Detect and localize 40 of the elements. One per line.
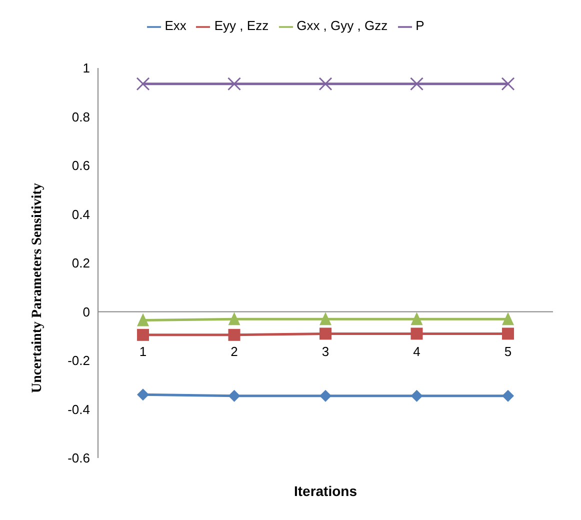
point [228, 77, 241, 91]
x-tick-label: 2 [230, 344, 238, 359]
y-tick-label: -0.2 [68, 353, 90, 368]
point [501, 77, 515, 91]
point [228, 390, 240, 402]
y-tick-label: -0.4 [68, 402, 90, 417]
point [228, 312, 240, 326]
point [410, 77, 424, 91]
point [410, 390, 423, 402]
point [410, 328, 423, 340]
point [320, 390, 332, 402]
y-tick-label: 0 [82, 304, 90, 320]
point [502, 328, 514, 340]
point [137, 388, 149, 401]
legend-label: P [416, 18, 424, 33]
y-tick-label: 0.6 [72, 158, 90, 174]
legend-label: Exx [164, 18, 186, 33]
point [320, 312, 332, 326]
y-tick-label: -0.6 [68, 450, 90, 466]
point [320, 328, 332, 340]
point [136, 77, 150, 91]
point [137, 328, 149, 341]
point [318, 77, 332, 91]
y-tick-label: 0.2 [72, 256, 90, 271]
x-axis-title: Iterations [294, 483, 358, 499]
y-tick-label: 0.4 [72, 206, 90, 222]
x-tick-label: 5 [504, 344, 512, 359]
y-tick-label: 1 [82, 60, 90, 76]
point [502, 390, 514, 402]
x-tick-label: 3 [322, 344, 330, 359]
x-tick-label: 4 [413, 344, 420, 359]
y-tick-label: 0.8 [72, 109, 90, 124]
legend-label: Eyy , Ezz [214, 18, 269, 33]
legend-label: Gxx , Gyy , Gzz [296, 18, 388, 33]
point [137, 313, 149, 326]
point [410, 312, 423, 326]
point [228, 328, 240, 341]
x-tick-label: 1 [139, 344, 147, 359]
y-axis-title: Uncertainty Parameters Sensitivity [30, 183, 45, 393]
point [502, 312, 514, 326]
